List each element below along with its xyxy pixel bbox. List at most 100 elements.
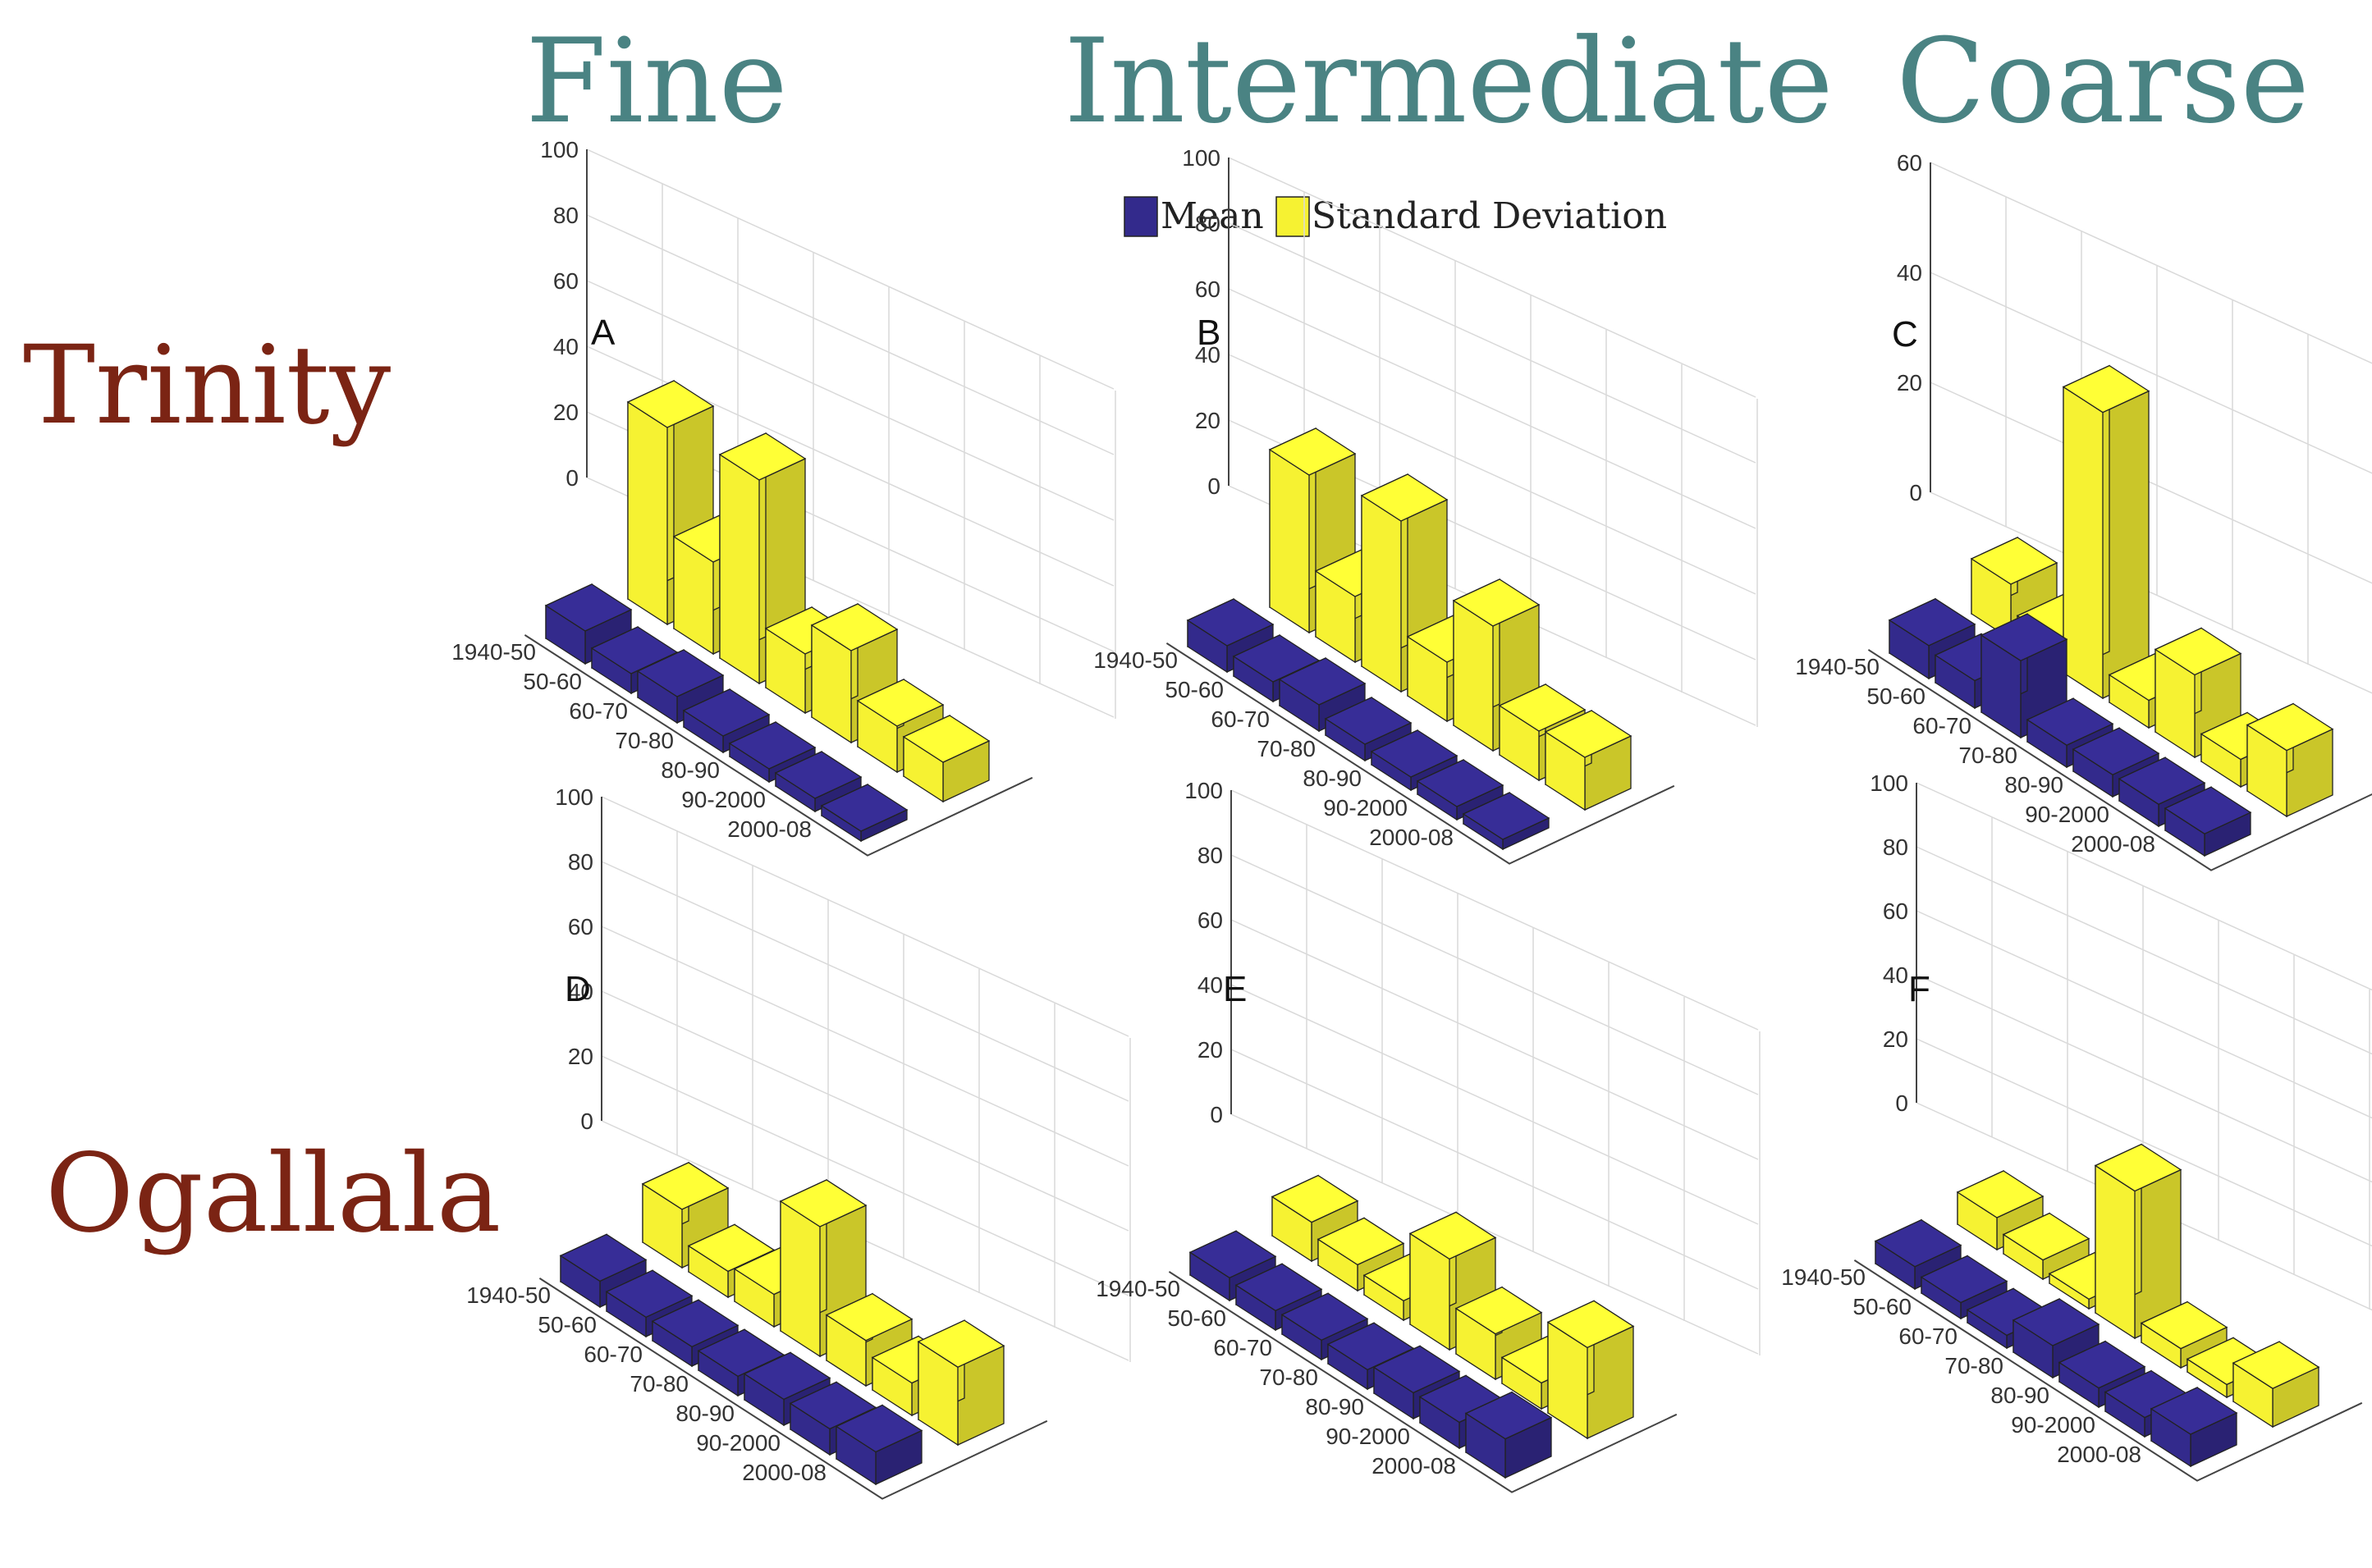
x-tick-label: 80-90 xyxy=(675,1401,735,1426)
bar-top-face xyxy=(2026,697,2114,746)
bar-top-face xyxy=(1280,1292,1369,1342)
bar-top-face xyxy=(1324,697,1413,745)
panel-b: 0 20 40 60 80 100 B 1940-50 50-60 60-70 70-80 80-90… xyxy=(1093,145,1758,865)
panel-letter: C xyxy=(1892,314,1918,354)
x-tick-label: 60-70 xyxy=(569,698,628,724)
gridline xyxy=(1230,1113,1759,1355)
bar-mean-2000-08 xyxy=(2150,1386,2238,1468)
column-title-intermediate: Intermediate xyxy=(1064,14,1833,149)
x-tick-label: 70-80 xyxy=(1259,1365,1318,1390)
x-tick-label: 2000-08 xyxy=(2057,1442,2141,1467)
x-tick-label: 60-70 xyxy=(1211,706,1270,732)
bar-top-face xyxy=(697,1328,785,1378)
row-title-ogallala: Ogallala xyxy=(45,1131,501,1257)
x-tick-label: 90-2000 xyxy=(1323,795,1408,821)
y-tick-label: 80 xyxy=(1197,843,1223,868)
x-tick-label: 80-90 xyxy=(1303,766,1362,791)
bar-sd-80-90 xyxy=(825,1292,914,1387)
x-tick-label: 50-60 xyxy=(538,1312,597,1337)
bar-top-face xyxy=(1920,1255,2008,1304)
bar-top-face xyxy=(820,784,909,832)
y-tick-label: 60 xyxy=(1197,907,1223,933)
bar-mean-2000-08 xyxy=(820,783,909,843)
gridline xyxy=(1230,854,1759,1095)
legend: Mean Standard Deviation xyxy=(1124,195,1667,237)
bar-mean-1940-50 xyxy=(544,583,633,665)
x-tick-label: 90-2000 xyxy=(2011,1412,2095,1438)
bar-front-face xyxy=(2063,386,2104,700)
legend-label-mean: Mean xyxy=(1161,195,1264,237)
row-title-trinity: Trinity xyxy=(23,322,392,449)
x-tick-label: 2000-08 xyxy=(742,1460,827,1485)
panels: 0 20 40 60 80 100 A 1940-50 50-60 60-70 70-80 80-90… xyxy=(451,137,2372,1500)
bar-top-face xyxy=(1326,1322,1415,1371)
gridline xyxy=(586,149,1115,390)
y-tick-label: 40 xyxy=(1197,972,1223,998)
x-tick-label: 80-90 xyxy=(2004,772,2063,798)
bar-sd-2000-08 xyxy=(2246,702,2334,818)
x-tick-label: 1940-50 xyxy=(1096,1276,1180,1301)
bar-top-face xyxy=(917,1319,1005,1368)
x-tick-label: 2000-08 xyxy=(1369,825,1454,850)
bar-mean-2000-08 xyxy=(2164,786,2252,857)
gridline xyxy=(1230,789,1759,1031)
y-tick-label: 40 xyxy=(1883,962,1908,988)
y-tick-label: 60 xyxy=(1195,277,1220,302)
x-tick-label: 60-70 xyxy=(1912,713,1971,738)
bar-sd-2000-08 xyxy=(1544,709,1632,811)
gridline xyxy=(1916,910,2372,1119)
bar-top-face xyxy=(2012,1298,2100,1346)
y-tick-label: 0 xyxy=(1210,1102,1223,1127)
panel-a: 0 20 40 60 80 100 A 1940-50 50-60 60-70 70-80 80-90… xyxy=(451,137,1116,857)
x-tick-label: 50-60 xyxy=(1167,1305,1226,1331)
bar-top-face xyxy=(2058,1340,2146,1389)
x-tick-label: 70-80 xyxy=(1257,736,1316,761)
gridline xyxy=(1230,984,1759,1225)
bar-top-face xyxy=(1370,729,1458,778)
floor-edge xyxy=(538,1278,1048,1500)
y-tick-label: 100 xyxy=(540,137,579,162)
x-tick-label: 70-80 xyxy=(1958,743,2017,768)
bar-top-face xyxy=(2002,1212,2090,1261)
panel-letter: B xyxy=(1197,313,1220,353)
gridline xyxy=(1916,846,2372,1055)
bar-top-face xyxy=(1888,598,1976,647)
legend-swatch-mean xyxy=(1124,196,1158,237)
bar-sd-50-60 xyxy=(1317,1217,1405,1292)
gridline xyxy=(1916,1038,2372,1247)
gridline xyxy=(1916,782,2372,991)
x-tick-label: 1940-50 xyxy=(1093,647,1178,673)
bar-top-face xyxy=(1462,792,1550,840)
bar-top-face xyxy=(1498,683,1587,732)
bar-mean-80-90 xyxy=(728,720,817,784)
bar-sd-1940-50 xyxy=(626,379,715,626)
bar-mean-60-70 xyxy=(1278,656,1367,733)
gridline xyxy=(1228,157,1756,398)
bar-front-face xyxy=(1269,448,1310,634)
bar-top-face xyxy=(2246,702,2334,752)
bar-top-face xyxy=(2150,1387,2238,1435)
y-tick-label: 60 xyxy=(568,914,593,939)
y-tick-label: 100 xyxy=(555,784,593,810)
x-tick-label: 50-60 xyxy=(1165,677,1224,702)
x-tick-label: 1940-50 xyxy=(466,1282,551,1308)
bar-front-face xyxy=(627,400,668,626)
bar-top-face xyxy=(2118,757,2206,805)
panel-e: 0 20 40 60 80 100 E 1940-50 50-60 60-70 70-80 80-90… xyxy=(1096,778,1761,1493)
bar-top-face xyxy=(1271,1174,1359,1223)
bar-top-face xyxy=(1464,1391,1553,1440)
bar-top-face xyxy=(2154,627,2242,676)
bar-top-face xyxy=(1452,578,1541,627)
bar-top-face xyxy=(1186,598,1275,647)
y-tick-label: 20 xyxy=(1197,1037,1223,1063)
y-tick-label: 80 xyxy=(1195,211,1220,236)
y-tick-label: 0 xyxy=(1909,480,1922,505)
bar-top-face xyxy=(682,688,771,737)
bar-top-face xyxy=(1956,1170,2045,1218)
bar-top-face xyxy=(636,649,725,697)
x-tick-label: 80-90 xyxy=(661,757,720,783)
bar-mean-2000-08 xyxy=(1462,791,1550,851)
bar-sd-2000-08 xyxy=(2232,1341,2320,1429)
bar-top-face xyxy=(1874,1218,1962,1268)
legend-label-sd: Standard Deviation xyxy=(1312,195,1667,237)
